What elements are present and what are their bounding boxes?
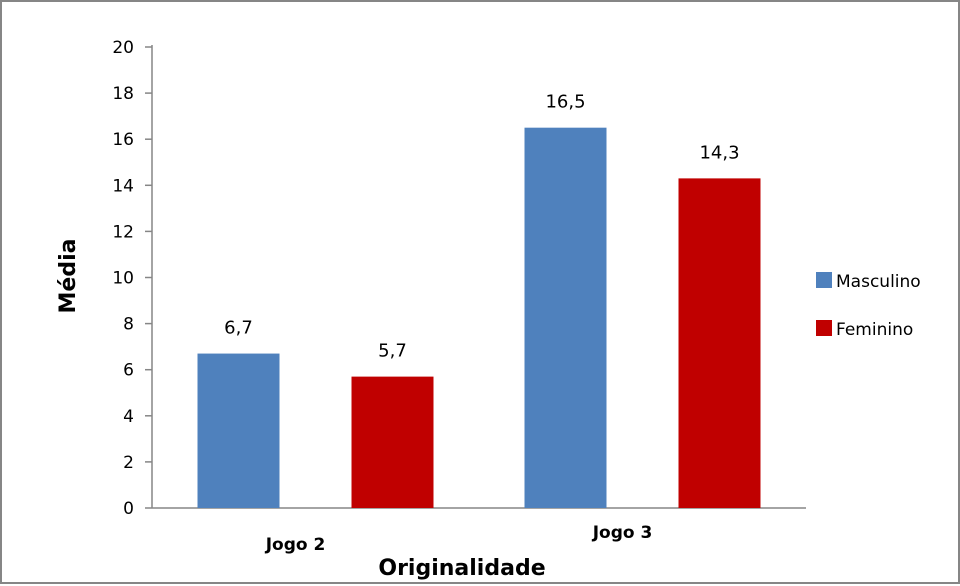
y-tick-label: 2	[123, 453, 134, 473]
bar-feminino-2	[678, 178, 761, 508]
data-labels: 6,7 5,7 16,5 14,3	[224, 92, 739, 362]
data-label: 6,7	[224, 318, 253, 339]
data-label: 14,3	[699, 142, 739, 163]
legend-label: Feminino	[836, 320, 913, 340]
bar-feminino-1	[351, 376, 434, 508]
y-tick-label: 16	[112, 130, 134, 150]
y-tick-label: 14	[112, 176, 134, 196]
category-label: Jogo 2	[265, 535, 326, 555]
x-axis-title: Originalidade	[378, 556, 545, 581]
legend-label: Masculino	[836, 272, 921, 292]
legend-swatch	[816, 272, 832, 288]
bar-masculino-2	[524, 127, 607, 509]
legend: Masculino Feminino	[816, 272, 921, 340]
category-label: Jogo 3	[592, 523, 653, 543]
y-axis-title: Média	[56, 239, 81, 314]
y-tick-label: 6	[123, 361, 134, 381]
y-tick-label: 4	[123, 407, 134, 427]
y-ticks: 0 2 4 6 8 10 12 14 16 18 20	[112, 38, 152, 519]
y-tick-label: 8	[123, 315, 134, 335]
y-tick-label: 18	[112, 84, 134, 104]
data-label: 16,5	[545, 92, 585, 113]
y-tick-label: 12	[112, 222, 134, 242]
bars	[197, 127, 761, 509]
y-tick-label: 0	[123, 499, 134, 519]
y-tick-label: 20	[112, 38, 134, 58]
y-tick-label: 10	[112, 269, 134, 289]
legend-swatch	[816, 320, 832, 336]
category-labels: Jogo 2 Jogo 3	[265, 523, 653, 555]
bar-masculino-1	[197, 353, 280, 508]
data-label: 5,7	[378, 341, 407, 362]
